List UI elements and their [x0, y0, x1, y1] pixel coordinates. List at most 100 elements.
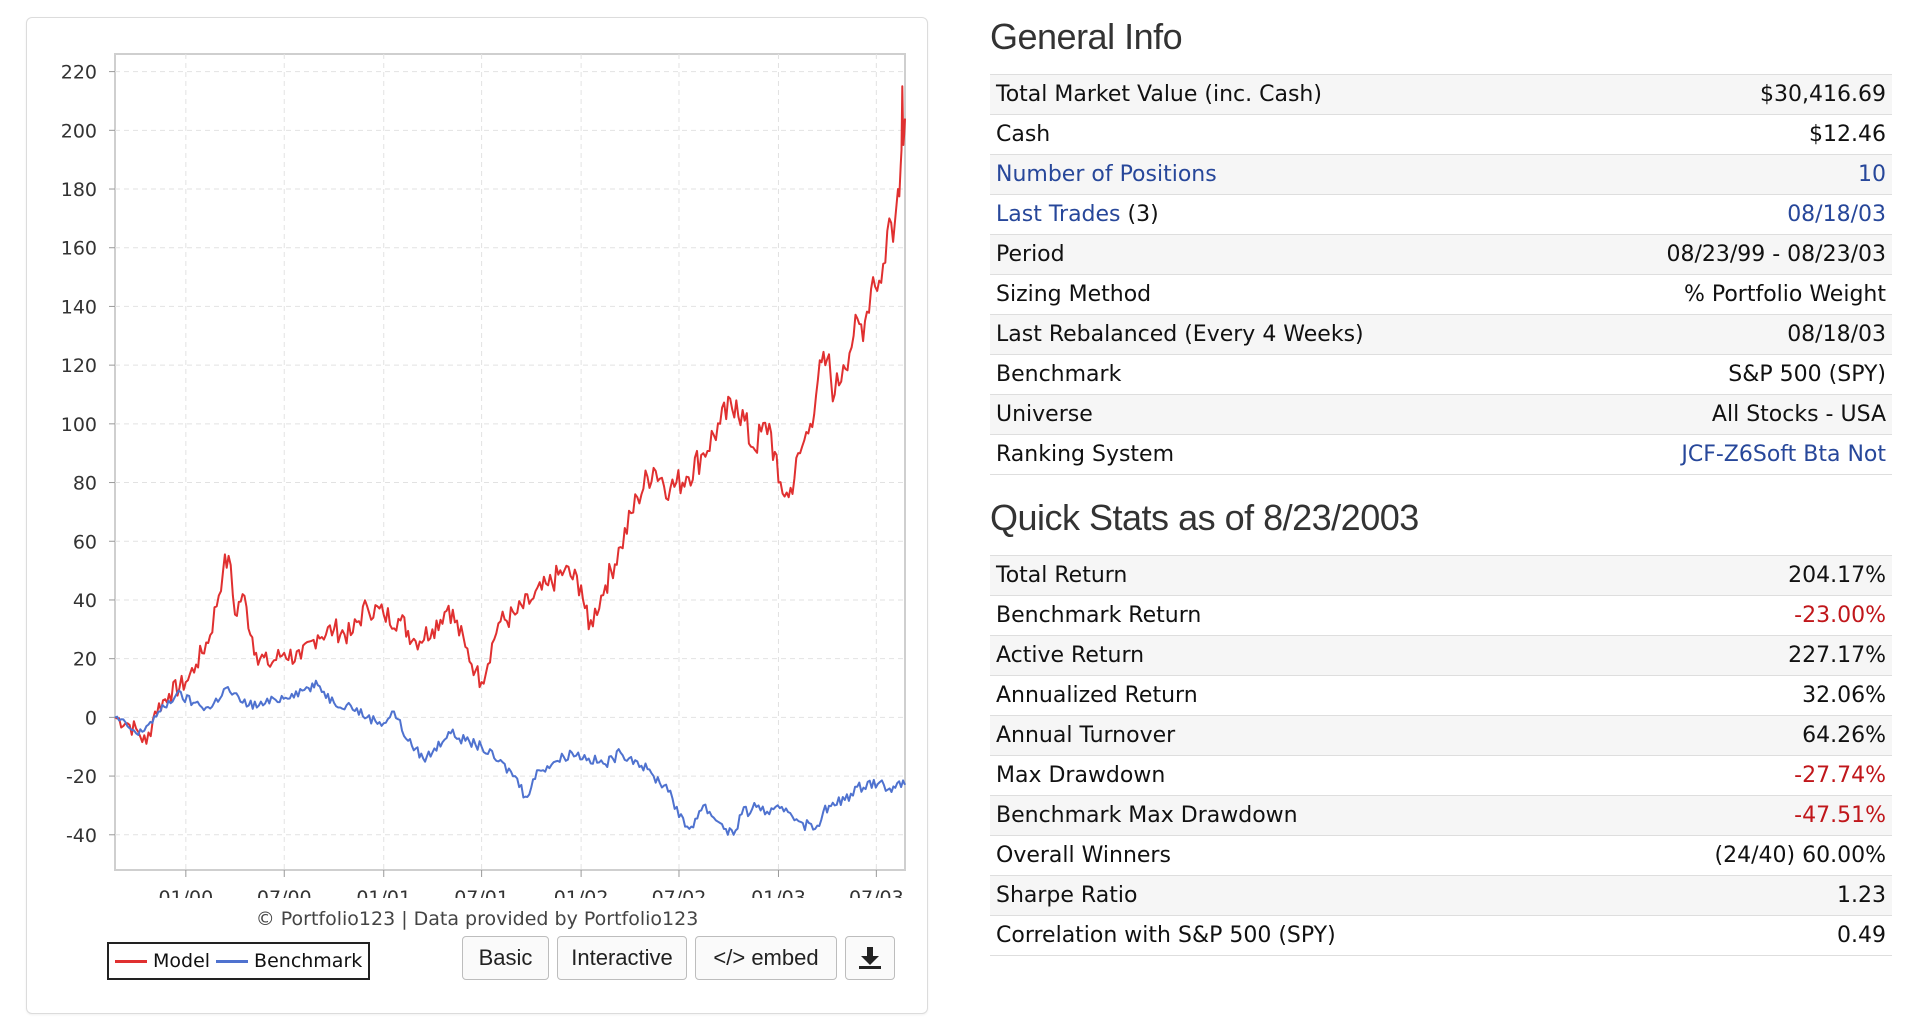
row-value: -27.74% [1582, 755, 1892, 796]
row-value: All Stocks - USA [1550, 394, 1892, 435]
row-value: $30,416.69 [1550, 74, 1892, 115]
y-tick-label: 180 [61, 179, 97, 201]
table-row: Ranking System JCF-Z6Soft Bta Not [990, 434, 1892, 475]
general-info-table: Total Market Value (inc. Cash) $30,416.6… [990, 74, 1892, 475]
row-label: Last Rebalanced (Every 4 Weeks) [990, 314, 1551, 355]
last-trades-count: (3) [1120, 202, 1159, 227]
y-tick-label: 40 [73, 590, 97, 612]
table-row: Overall Winners (24/40) 60.00% [990, 835, 1892, 876]
grid [115, 54, 905, 870]
chart-legend[interactable]: Model Benchmark [107, 942, 371, 980]
x-tick-label: 07/01 [454, 887, 509, 898]
legend-item-model[interactable]: Model [115, 950, 210, 972]
y-tick-label: 140 [61, 296, 97, 318]
table-row: Total Return 204.17% [990, 555, 1892, 596]
table-row: Total Market Value (inc. Cash) $30,416.6… [990, 74, 1892, 115]
table-row: Annualized Return 32.06% [990, 675, 1892, 716]
interactive-button[interactable]: Interactive [557, 936, 687, 980]
general-info-title: General Info [990, 16, 1183, 57]
table-row: Correlation with S&P 500 (SPY) 0.49 [990, 915, 1892, 956]
embed-button[interactable]: </> embed [695, 936, 837, 980]
plot-area [114, 53, 906, 871]
last-trades-date-link[interactable]: 08/18/03 [1787, 202, 1886, 227]
row-value: -47.51% [1582, 795, 1892, 836]
row-label: Annualized Return [990, 675, 1583, 716]
row-value: % Portfolio Weight [1550, 274, 1892, 315]
series-group [114, 85, 906, 836]
table-row: Sizing Method % Portfolio Weight [990, 274, 1892, 315]
quick-stats-title: Quick Stats as of 8/23/2003 [990, 497, 1419, 538]
x-tick-label: 01/01 [356, 887, 411, 898]
basic-button[interactable]: Basic [462, 936, 549, 980]
table-row: Number of Positions 10 [990, 154, 1892, 195]
y-tick-label: 20 [73, 649, 97, 671]
row-value: 227.17% [1582, 635, 1892, 676]
last-trades-link[interactable]: Last Trades [996, 202, 1121, 227]
legend-swatch-benchmark [216, 959, 249, 963]
row-label: Sharpe Ratio [990, 875, 1583, 916]
legend-label-model: Model [153, 950, 211, 972]
row-value: 08/23/99 - 08/23/03 [1550, 234, 1892, 275]
x-tick-label: 01/00 [158, 887, 213, 898]
table-row: Last Trades (3) 08/18/03 [990, 194, 1892, 235]
row-value: 64.26% [1582, 715, 1892, 756]
row-value: 08/18/03 [1550, 314, 1892, 355]
row-label: Benchmark [990, 354, 1551, 395]
x-axis: 01/00 07/00 01/01 07/01 01/02 07/02 01/03 07/03 [158, 870, 904, 898]
legend-item-benchmark[interactable]: Benchmark [216, 950, 362, 972]
row-value: -23.00% [1582, 595, 1892, 636]
row-label: Correlation with S&P 500 (SPY) [990, 915, 1583, 956]
table-row: Universe All Stocks - USA [990, 394, 1892, 435]
row-label: Universe [990, 394, 1551, 435]
download-button[interactable] [845, 936, 895, 980]
table-row: Active Return 227.17% [990, 635, 1892, 676]
table-row: Cash $12.46 [990, 114, 1892, 155]
x-tick-label: 01/02 [554, 887, 609, 898]
row-label: Benchmark Max Drawdown [990, 795, 1583, 836]
y-tick-label: 80 [73, 473, 97, 495]
y-tick-label: 220 [61, 62, 97, 84]
table-row: Benchmark S&P 500 (SPY) [990, 354, 1892, 395]
row-label: Annual Turnover [990, 715, 1583, 756]
table-row: Benchmark Max Drawdown -47.51% [990, 795, 1892, 836]
row-value: S&P 500 (SPY) [1550, 354, 1892, 395]
y-tick-label: 200 [61, 120, 97, 142]
row-label: Overall Winners [990, 835, 1583, 876]
row-value: $12.46 [1550, 114, 1892, 155]
table-row: Last Rebalanced (Every 4 Weeks) 08/18/03 [990, 314, 1892, 355]
y-tick-label: 120 [61, 355, 97, 377]
y-tick-label: 160 [61, 238, 97, 260]
chart-footer: © Portfolio123 | Data provided by Portfo… [255, 908, 699, 930]
row-value: (24/40) 60.00% [1582, 835, 1892, 876]
table-row: Annual Turnover 64.26% [990, 715, 1892, 756]
quick-stats-table: Total Return 204.17% Benchmark Return -2… [990, 555, 1892, 956]
y-tick-label: -20 [66, 766, 97, 788]
table-row: Period 08/23/99 - 08/23/03 [990, 234, 1892, 275]
legend-swatch-model [115, 959, 147, 963]
download-icon [859, 947, 881, 969]
chart-panel: 220 200 180 160 140 120 100 80 60 40 20 0 -20 -40 01/… [26, 17, 928, 1014]
row-label: Total Market Value (inc. Cash) [990, 74, 1551, 115]
row-value: 204.17% [1582, 555, 1892, 596]
y-tick-label: 100 [61, 414, 97, 436]
row-label: Max Drawdown [990, 755, 1583, 796]
row-label: Sizing Method [990, 274, 1551, 315]
number-of-positions-link[interactable]: Number of Positions [996, 162, 1217, 187]
x-tick-label: 01/03 [751, 887, 806, 898]
ranking-system-link[interactable]: JCF-Z6Soft Bta Not [1681, 442, 1886, 467]
legend-label-benchmark: Benchmark [254, 950, 363, 972]
series-line-model [114, 85, 906, 745]
y-tick-label: -40 [66, 825, 97, 847]
row-value: 0.49 [1582, 915, 1892, 956]
row-value: 1.23 [1582, 875, 1892, 916]
positions-count-link[interactable]: 10 [1858, 162, 1886, 187]
row-label: Period [990, 234, 1551, 275]
row-label: Benchmark Return [990, 595, 1583, 636]
x-tick-label: 07/02 [652, 887, 707, 898]
row-label: Total Return [990, 555, 1583, 596]
x-tick-label: 07/00 [257, 887, 312, 898]
table-row: Benchmark Return -23.00% [990, 595, 1892, 636]
table-row: Sharpe Ratio 1.23 [990, 875, 1892, 916]
